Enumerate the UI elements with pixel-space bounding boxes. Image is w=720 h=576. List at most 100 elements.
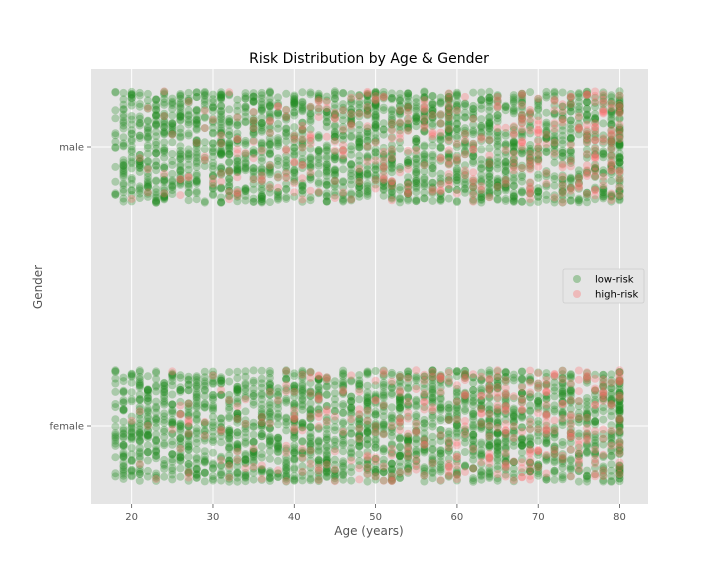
data-point: [452, 164, 461, 173]
data-point: [461, 438, 469, 447]
data-point: [339, 463, 348, 472]
data-point: [168, 370, 177, 379]
data-point: [143, 165, 152, 174]
data-point: [379, 462, 388, 471]
data-point: [249, 418, 258, 427]
data-point: [209, 379, 217, 387]
data-point: [518, 455, 526, 464]
data-point: [493, 429, 502, 438]
data-point: [168, 377, 177, 386]
data-point: [615, 450, 624, 458]
data-point: [412, 446, 421, 454]
data-point: [184, 437, 193, 446]
data-point: [306, 115, 315, 124]
data-point: [119, 141, 128, 150]
data-point: [599, 382, 608, 391]
data-point: [591, 123, 600, 132]
data-point: [119, 398, 128, 407]
data-point: [257, 119, 266, 128]
data-point: [225, 439, 234, 448]
data-point: [176, 386, 185, 395]
data-point: [518, 398, 526, 407]
data-point: [534, 463, 543, 472]
data-point: [314, 371, 323, 380]
data-point: [200, 455, 209, 464]
data-point: [615, 444, 624, 453]
data-point: [225, 147, 234, 156]
data-point: [371, 435, 380, 444]
data-point: [583, 170, 591, 178]
data-point: [339, 388, 348, 397]
data-point: [168, 406, 177, 415]
data-point: [322, 435, 331, 444]
data-point: [355, 380, 364, 388]
data-point: [298, 396, 307, 405]
data-point: [396, 401, 404, 410]
data-point: [135, 373, 144, 381]
data-point: [436, 416, 445, 425]
data-point: [420, 151, 429, 160]
data-point: [428, 382, 437, 391]
data-point: [534, 369, 543, 378]
data-point: [143, 448, 152, 457]
data-point: [363, 453, 372, 462]
data-point: [111, 434, 120, 443]
data-point: [339, 89, 348, 98]
data-point: [444, 415, 453, 424]
data-point: [192, 373, 201, 382]
data-point: [241, 117, 250, 126]
data-point: [274, 433, 282, 442]
data-point: [209, 460, 217, 469]
data-point: [257, 430, 266, 439]
data-point: [420, 173, 429, 182]
data-point: [485, 369, 494, 377]
data-point: [330, 395, 339, 404]
data-point: [615, 401, 624, 410]
data-point: [452, 457, 461, 466]
data-point: [209, 448, 217, 457]
data-point: [249, 194, 258, 203]
data-point: [225, 426, 234, 435]
data-point: [387, 451, 396, 460]
data-point: [477, 396, 486, 405]
data-point: [347, 119, 356, 128]
data-point: [469, 393, 478, 402]
data-point: [387, 389, 396, 398]
data-point: [265, 441, 274, 450]
data-point: [249, 97, 258, 106]
data-point: [461, 427, 469, 436]
data-point: [396, 467, 404, 476]
data-point: [184, 97, 193, 106]
data-point: [501, 373, 510, 381]
data-point: [298, 174, 307, 183]
data-point: [363, 122, 372, 131]
data-point: [518, 138, 526, 147]
data-point: [583, 447, 591, 456]
data-point: [493, 423, 502, 432]
data-point: [347, 410, 356, 419]
data-point: [452, 397, 461, 406]
data-point: [436, 128, 445, 137]
data-point: [306, 196, 315, 205]
data-point: [371, 440, 380, 449]
data-point: [282, 112, 291, 121]
data-point: [558, 450, 567, 459]
data-point: [607, 196, 616, 204]
data-point: [444, 413, 453, 422]
data-point: [184, 386, 193, 395]
data-point: [583, 474, 591, 483]
data-point: [322, 104, 331, 113]
data-point: [135, 383, 144, 392]
data-point: [160, 153, 169, 162]
data-point: [452, 461, 461, 470]
data-point: [152, 157, 161, 166]
data-point: [306, 155, 315, 164]
data-point: [452, 427, 461, 436]
data-point: [477, 196, 486, 204]
data-point: [485, 473, 494, 482]
data-point: [257, 412, 266, 421]
data-point: [306, 442, 315, 450]
data-point: [249, 453, 258, 462]
data-point: [127, 456, 136, 465]
data-point: [176, 401, 185, 410]
